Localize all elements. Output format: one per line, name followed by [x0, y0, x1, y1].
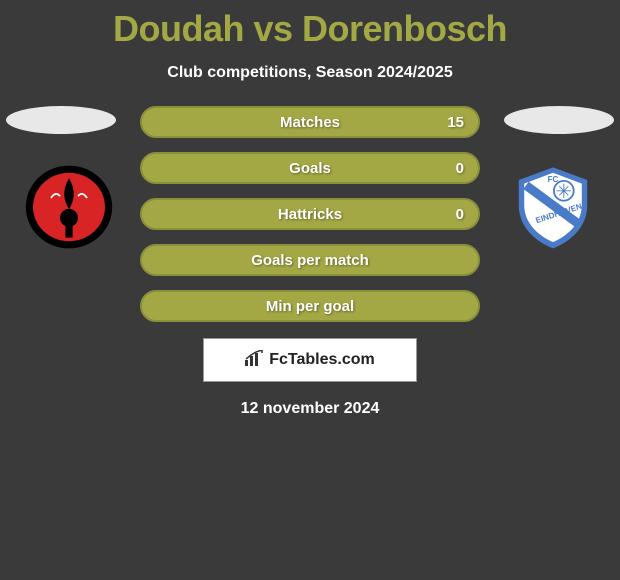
stat-bar-gpm: Goals per match: [140, 244, 480, 276]
stat-bar-matches: Matches 15: [140, 106, 480, 138]
player-oval-left: [6, 106, 116, 134]
stat-value-right: 0: [456, 206, 464, 223]
content-area: EINDHOVEN FC Matches 15 Goals 0 Hattrick…: [0, 106, 620, 418]
date-line: 12 november 2024: [0, 400, 620, 418]
club-logo-right: EINDHOVEN FC: [508, 162, 598, 252]
subtitle: Club competitions, Season 2024/2025: [0, 64, 620, 82]
stat-bar-goals: Goals 0: [140, 152, 480, 184]
stat-value-right: 0: [456, 160, 464, 177]
stat-label: Hattricks: [278, 206, 342, 223]
chart-icon: [245, 350, 267, 371]
stat-label: Goals: [289, 160, 331, 177]
club-logo-left: [24, 162, 114, 252]
svg-text:FC: FC: [548, 175, 559, 184]
stat-value-right: 15: [447, 114, 464, 131]
brand-text: FcTables.com: [269, 351, 375, 369]
stat-label: Matches: [280, 114, 340, 131]
page-title: Doudah vs Dorenbosch: [0, 0, 620, 50]
stats-column: Matches 15 Goals 0 Hattricks 0 Goals per…: [140, 106, 480, 322]
brand-box[interactable]: FcTables.com: [203, 338, 417, 382]
stat-label: Goals per match: [251, 252, 369, 269]
player-oval-right: [504, 106, 614, 134]
stat-bar-mpg: Min per goal: [140, 290, 480, 322]
stat-label: Min per goal: [266, 298, 354, 315]
stat-bar-hattricks: Hattricks 0: [140, 198, 480, 230]
